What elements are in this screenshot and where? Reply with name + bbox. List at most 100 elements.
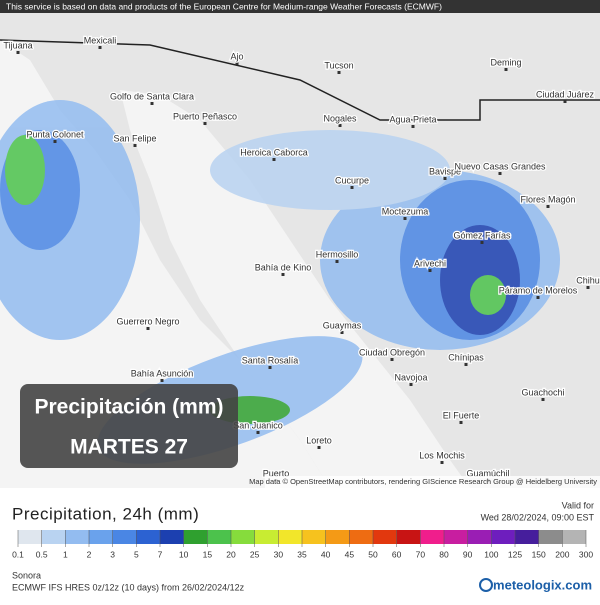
place-dot (98, 46, 102, 49)
border (0, 39, 600, 121)
place-dot (53, 140, 57, 143)
place-label: Ciudad Obregón (359, 347, 425, 357)
place-label: Chínipas (448, 352, 484, 362)
place-dot (403, 217, 407, 220)
place-dot (536, 296, 540, 299)
region: Sonora (12, 570, 41, 580)
place-label: Golfo de Santa Clara (110, 91, 194, 101)
place-dot (350, 186, 354, 189)
scale-swatch (538, 530, 563, 544)
place-label: Bavispe (429, 166, 461, 176)
scale-label: 15 (203, 549, 213, 559)
place-label: Agua Prieta (389, 114, 436, 124)
scale-swatch (396, 530, 421, 544)
scale-swatch (254, 530, 279, 544)
place-dot (317, 446, 321, 449)
place-dot (504, 68, 508, 71)
place-label: Nogales (323, 113, 357, 123)
place-label: Puerto Peñasco (173, 111, 237, 121)
place-label: Páramo de Morelos (499, 285, 578, 295)
place-label: Mexicali (84, 35, 117, 45)
place-dot (338, 124, 342, 127)
scale-label: 5 (134, 549, 139, 559)
place-label: Bahía Asunción (131, 368, 194, 378)
place-label: Cucurpe (335, 175, 369, 185)
place-dot (281, 273, 285, 276)
scale-label: 2 (87, 549, 92, 559)
place-label: San Juanico (233, 420, 283, 430)
place-dot (541, 398, 545, 401)
scale-swatch (183, 530, 208, 544)
place-dot (133, 144, 137, 147)
place-label: Chihu (576, 275, 600, 285)
place-label: Ajo (230, 51, 243, 61)
scale-label: 100 (484, 549, 498, 559)
scale-swatch (302, 530, 326, 544)
valid-label: Valid for (562, 500, 594, 510)
place-dot (272, 158, 276, 161)
place-dot (440, 461, 444, 464)
scale-swatch (562, 530, 586, 544)
place-dot (335, 260, 339, 263)
scale-label: 90 (463, 549, 473, 559)
scale-swatch (89, 530, 113, 544)
scale-label: 7 (158, 549, 163, 559)
scale-label: 10 (179, 549, 189, 559)
place-dot (459, 421, 463, 424)
place-dot (409, 383, 413, 386)
gulf (120, 90, 470, 488)
overlay-box (20, 384, 238, 468)
scale-label: 25 (250, 549, 260, 559)
place-dot (146, 327, 150, 330)
place-dot (480, 241, 484, 244)
scale-label: 200 (555, 549, 569, 559)
scale-label: 40 (321, 549, 331, 559)
scale-label: 3 (110, 549, 115, 559)
place-label: Tijuana (3, 40, 32, 50)
legend-title: Precipitation, 24h (mm) (12, 504, 199, 523)
place-dot (443, 177, 447, 180)
scale-label: 45 (345, 549, 355, 559)
brand[interactable]: meteologix.com (493, 577, 592, 592)
scale-swatch (420, 530, 444, 544)
banner: This service is based on data and produc… (6, 1, 442, 11)
place-dot (235, 62, 239, 65)
place-dot (268, 366, 272, 369)
place-dot (464, 363, 468, 366)
place-label: Flores Magón (520, 194, 575, 204)
scale-label: 50 (368, 549, 378, 559)
scale-swatch (349, 530, 373, 544)
place-label: Tucson (324, 60, 353, 70)
place-label: El Fuerte (443, 410, 480, 420)
attribution-bg (265, 476, 600, 488)
scale-label: 150 (532, 549, 546, 559)
place-dot (340, 331, 344, 334)
place-dot (586, 286, 590, 289)
scale-label: 300 (579, 549, 593, 559)
scale-swatch (515, 530, 539, 544)
place-dot (428, 269, 432, 272)
scale-swatch (231, 530, 255, 544)
scale-label: 1 (63, 549, 68, 559)
valid-time: Wed 28/02/2024, 09:00 EST (481, 512, 595, 522)
place-label: Deming (490, 57, 521, 67)
place-label: Los Mochis (419, 450, 465, 460)
place-dot (390, 358, 394, 361)
place-dot (337, 71, 341, 74)
place-label: San Felipe (113, 133, 156, 143)
scale-swatch (373, 530, 397, 544)
scale-swatch (491, 530, 515, 544)
place-label: Loreto (306, 435, 332, 445)
scale-swatch (467, 530, 492, 544)
place-label: Moctezuma (382, 206, 429, 216)
place-label: Guaymas (323, 320, 362, 330)
scale-label: 70 (416, 549, 426, 559)
place-dot (256, 431, 260, 434)
scale-swatch (41, 530, 66, 544)
place-label: Hermosillo (316, 249, 359, 259)
place-dot (498, 172, 502, 175)
place-dot (546, 205, 550, 208)
scale-label: 20 (226, 549, 236, 559)
